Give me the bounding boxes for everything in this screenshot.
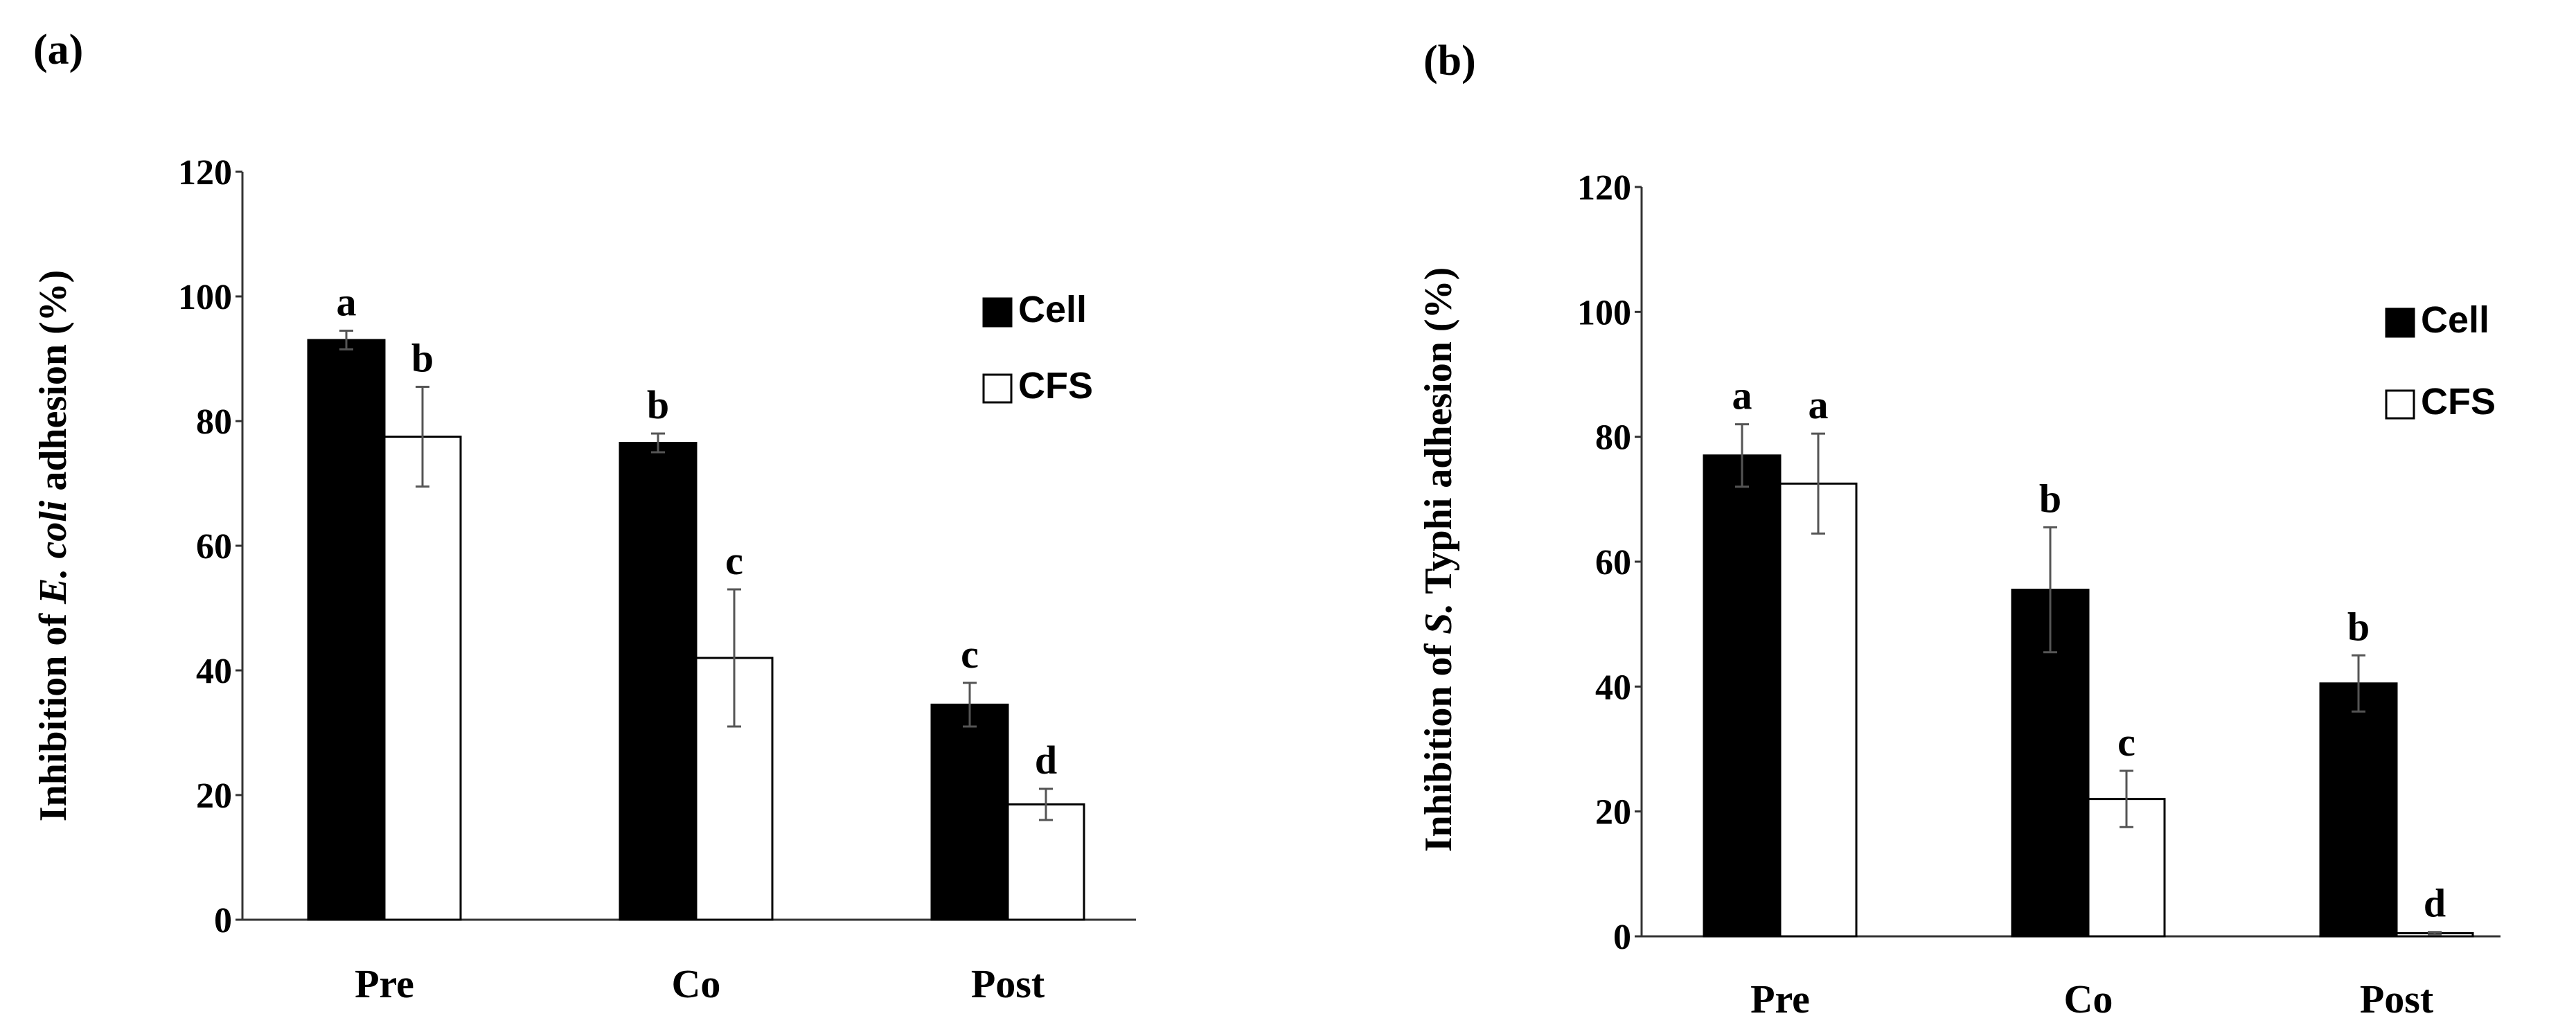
y-axis-label: Inhibition of E. coli adhesion (%)	[32, 270, 75, 822]
y-axis-label-italic: E. coli	[32, 500, 75, 605]
y-axis-label-prefix: Inhibition of	[1417, 634, 1460, 852]
legend-swatch-cfs	[982, 373, 1013, 404]
x-category-label: Pre	[1750, 977, 1810, 1022]
bar-cfs	[1006, 803, 1085, 921]
x-category-label: Pre	[355, 961, 414, 1006]
y-axis-label-prefix: Inhibition of	[32, 604, 75, 821]
x-category-label: Post	[2360, 977, 2434, 1022]
panel-label-a: (a)	[33, 26, 83, 73]
significance-letter: b	[2347, 604, 2370, 649]
significance-letter: a	[1809, 382, 1829, 427]
bar-cell	[2319, 682, 2398, 938]
legend-swatch-cell	[2385, 307, 2415, 338]
y-tick-label: 0	[214, 901, 232, 941]
bar-cfs	[1779, 482, 1858, 938]
x-category-label: Co	[2064, 977, 2113, 1022]
bar-cfs	[2087, 798, 2166, 938]
legend-label: CFS	[2421, 381, 2496, 422]
significance-letter: c	[961, 632, 979, 677]
y-tick-label: 120	[1577, 168, 1631, 208]
y-axis-label: Inhibition of S. Typhi adhesion (%)	[1417, 267, 1460, 852]
bar-cell	[1703, 454, 1782, 938]
significance-letter: c	[725, 538, 743, 583]
y-tick-label: 60	[1595, 543, 1631, 582]
significance-letter: d	[2424, 881, 2446, 926]
x-category-label: Post	[971, 961, 1045, 1006]
y-axis-label-italic: S.	[1417, 603, 1460, 634]
significance-letter: d	[1035, 738, 1057, 783]
panel-label-b: (b)	[1423, 37, 1476, 84]
y-tick-label: 100	[178, 278, 232, 317]
y-tick-label: 80	[1595, 418, 1631, 458]
y-axis-label-suffix: adhesion (%)	[32, 270, 75, 501]
chart-panel-a: (a) 0 20 40 60 80 100 120 Inhibition of E. coli…	[32, 26, 1136, 1006]
bar-cell	[307, 339, 386, 921]
y-tick-label: 20	[1595, 793, 1631, 832]
x-category-label: Co	[672, 961, 721, 1006]
y-tick-label: 20	[196, 776, 232, 816]
legend-swatch-cfs	[2385, 389, 2415, 420]
y-tick-label: 120	[178, 153, 232, 193]
legend-label: Cell	[2421, 299, 2489, 341]
significance-letter: a	[1732, 373, 1752, 418]
significance-letter: a	[337, 280, 357, 325]
bar-cell	[930, 704, 1009, 921]
significance-letter: b	[647, 382, 669, 427]
legend-swatch-cell	[982, 297, 1013, 328]
y-tick-label: 60	[196, 527, 232, 567]
legend-label: CFS	[1018, 365, 1093, 407]
significance-letter: b	[411, 336, 434, 381]
chart-panel-b: (b) 0 20 40 60 80 100 120 Inhibition of S. Typh…	[1417, 37, 2501, 1022]
significance-letter: b	[2039, 476, 2061, 521]
y-axis-label-suffix: Typhi adhesion (%)	[1417, 267, 1460, 603]
significance-letter: c	[2117, 720, 2135, 765]
bar-cfs	[383, 436, 462, 921]
y-tick-label: 40	[1595, 668, 1631, 707]
y-tick-label: 80	[196, 402, 232, 442]
bar-cfs	[695, 657, 774, 921]
legend-label: Cell	[1018, 289, 1087, 330]
bar-cell	[619, 442, 698, 921]
y-tick-label: 100	[1577, 293, 1631, 332]
y-tick-label: 40	[196, 652, 232, 691]
y-tick-label: 0	[1613, 918, 1631, 957]
